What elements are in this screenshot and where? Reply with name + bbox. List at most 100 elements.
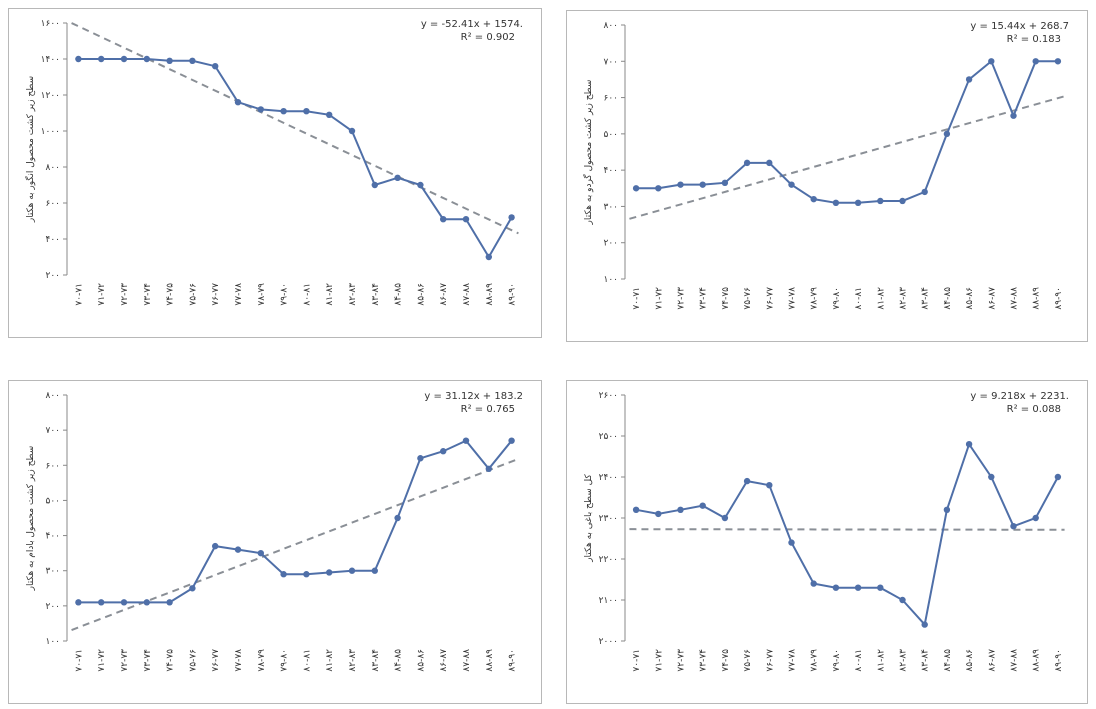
y-tick-label: ۷۰۰ [603,57,618,67]
x-tick-label: ۷۰-۷۱ [632,649,642,672]
data-point [98,599,105,606]
data-point [280,108,287,115]
x-tick-label: ۷۱-۷۲ [97,283,107,306]
x-tick-label: ۷۷-۷۸ [234,283,244,306]
data-point [371,181,378,189]
data-point [326,111,333,119]
x-tick-label: ۸۰-۸۱ [302,649,312,672]
r-squared: R² = 0.183 [1007,34,1061,45]
x-tick-label: ۸۲-۸۳ [348,649,358,672]
data-point [677,506,684,513]
x-tick-label: ۷۱-۷۲ [654,287,664,310]
data-point [394,174,401,181]
x-tick-label: ۷۴-۷۵ [721,649,731,672]
x-tick-label: ۸۸-۸۹ [485,283,495,306]
data-point [921,621,928,628]
y-tick-label: ۲۴۰۰ [599,473,618,483]
data-point [699,181,706,188]
data-point [508,214,515,221]
data-point [899,596,906,604]
x-tick-label: ۷۶-۷۷ [765,649,775,672]
data-point [1010,112,1017,119]
x-tick-label: ۷۹-۸۰ [832,287,842,310]
y-tick-label: ۶۰۰ [45,199,60,209]
data-point [632,506,640,513]
data-point [810,580,817,587]
data-point [721,514,729,522]
data-point [721,179,729,187]
x-tick-label: ۸۹-۹۰ [1054,287,1064,310]
y-tick-label: ۲۶۰۰ [599,391,618,401]
y-tick-label: ۸۰۰ [45,163,60,173]
data-point [234,546,242,553]
y-tick-label: ۲۲۰۰ [599,555,618,565]
data-point [303,108,310,115]
data-point [1054,58,1062,65]
data-point [632,185,640,192]
data-point [280,571,287,578]
x-tick-label: ۸۹-۹۰ [508,283,518,306]
y-tick-label: ۴۰۰ [45,532,60,542]
x-tick-label: ۷۵-۷۶ [188,283,198,306]
data-point [743,159,751,167]
x-tick-label: ۷۳-۷۴ [143,283,153,306]
data-point [166,599,173,606]
x-tick-label: ۸۱-۸۲ [876,287,886,310]
data-point [965,441,973,448]
x-tick-label: ۷۰-۷۱ [74,283,84,306]
x-tick-label: ۷۵-۷۶ [188,649,198,672]
y-tick-label: ۵۰۰ [45,496,60,506]
x-tick-label: ۷۸-۷۹ [257,649,267,672]
y-tick-label: ۱۶۰۰ [41,19,60,29]
y-tick-label: ۲۳۰۰ [599,514,618,524]
x-tick-label: ۷۲-۷۳ [120,283,130,306]
data-point [371,567,378,574]
data-line [78,439,513,604]
data-line [635,441,1059,627]
data-point [766,159,773,167]
x-tick-label: ۸۴-۸۵ [394,649,404,672]
x-tick-label: ۸۵-۸۶ [416,649,426,672]
y-axis-label: سطح زیر کشت محصول انگور به هکتار [24,76,36,223]
data-point [877,584,884,591]
data-point [440,216,447,223]
x-tick-label: ۷۵-۷۶ [743,287,753,310]
data-point [75,599,82,606]
x-tick-label: ۷۲-۷۳ [677,287,687,310]
data-point [98,55,105,63]
x-tick-label: ۸۷-۸۸ [462,283,472,306]
data-point [508,437,515,444]
trend-equation: y = -52.41x + 1574. [421,19,523,30]
data-point [655,510,662,518]
r-squared: R² = 0.902 [461,32,515,43]
data-point [877,197,884,205]
data-line [636,59,1058,204]
x-tick-label: ۸۹-۹۰ [508,649,518,672]
data-point [462,216,470,223]
y-tick-label: ۱۰۰۰ [41,127,60,137]
x-tick-label: ۸۰-۸۱ [854,287,864,310]
x-tick-label: ۸۹-۹۰ [1054,649,1064,672]
chart-2: ۱۰۰ ۲۰۰ ۳۰۰ ۴۰۰ ۵۰۰ ۶۰۰ ۷۰۰ ۸۰۰ سطح زیر کشت محصو… [566,10,1088,342]
data-point [417,181,424,189]
data-point [120,599,128,606]
x-tick-label: ۸۶-۸۷ [439,283,449,306]
trend-line [71,22,519,235]
x-tick-label: ۸۲-۸۳ [899,287,909,310]
data-point [899,197,906,205]
data-point [485,253,492,261]
data-point [189,57,196,64]
data-point [854,584,862,591]
trend-equation: y = 15.44x + 268.7 [970,21,1069,32]
data-point [212,63,219,70]
y-axis-label: سطح زیر کشت محصول بادام به هکتار [26,446,36,592]
data-point [143,55,150,63]
y-tick-label: ۱۰۰ [603,275,618,285]
data-point [743,477,751,485]
data-point [832,199,840,206]
x-tick-label: ۸۱-۸۲ [325,649,335,672]
y-tick-label: ۲۰۰ [603,239,618,249]
data-point [234,99,242,106]
x-tick-label: ۷۰-۷۱ [74,649,84,672]
